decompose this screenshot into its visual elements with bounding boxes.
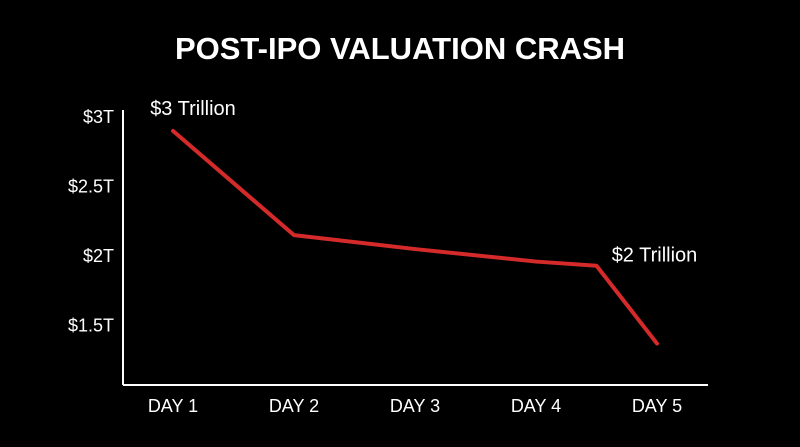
series-line (171, 128, 659, 346)
annotation-label: $2 Trillion (612, 245, 698, 267)
x-tick-label: DAY 5 (632, 396, 682, 416)
x-tick-label: DAY 2 (269, 396, 319, 416)
x-tick-labels: DAY 1 DAY 2 DAY 3 DAY 4 DAY 5 (148, 396, 682, 416)
chart-title: POST-IPO VALUATION CRASH (175, 31, 625, 66)
x-tick-label: DAY 4 (511, 396, 561, 416)
y-tick-labels: $3T $2.5T $2T $1.5T (68, 107, 114, 336)
axes (122, 110, 708, 386)
series-group (171, 128, 659, 346)
y-tick-label: $1.5T (68, 316, 114, 336)
annotations-group: $3 Trillion $2 Trillion (150, 98, 697, 267)
annotation-label: $3 Trillion (150, 98, 236, 120)
x-tick-label: DAY 1 (148, 396, 198, 416)
y-tick-label: $3T (83, 107, 114, 127)
y-tick-label: $2T (83, 246, 114, 266)
x-tick-label: DAY 3 (390, 396, 440, 416)
y-tick-label: $2.5T (68, 177, 114, 197)
